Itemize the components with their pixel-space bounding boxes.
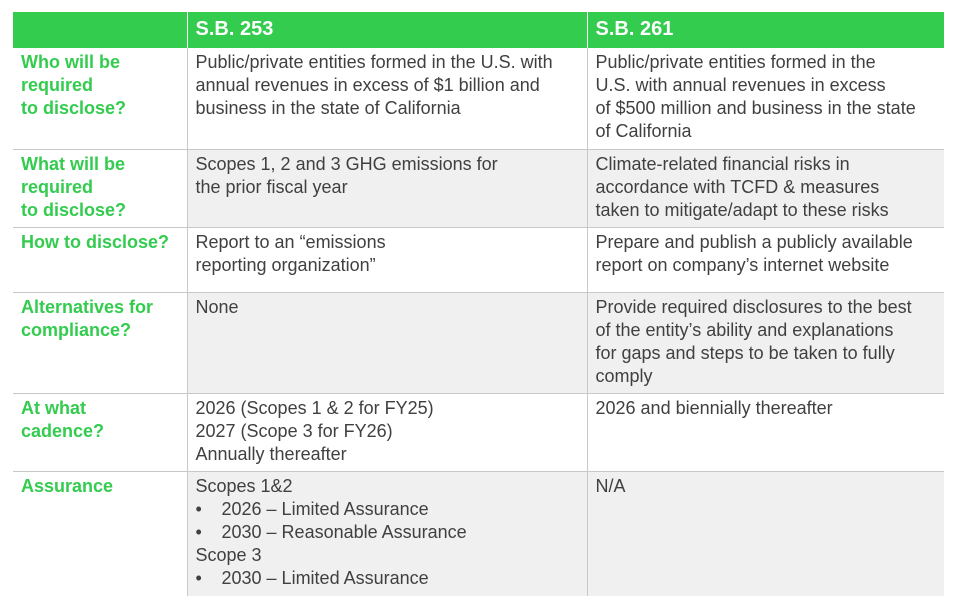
question-text: Assurance xyxy=(21,475,114,496)
question-text: required xyxy=(21,176,94,197)
list-item-text: 2030 – Reasonable Assurance xyxy=(221,521,467,542)
sb261-cell: 2026 and biennially thereafter xyxy=(586,393,944,471)
table-row-who: Who will be required to disclose? Public… xyxy=(13,48,944,149)
sb253-cell: Scopes 1, 2 and 3 GHG emissions for the … xyxy=(186,149,587,227)
table-row-cadence: At what cadence? 2026 (Scopes 1 & 2 for … xyxy=(13,393,944,471)
header-sb261: S.B. 261 xyxy=(586,12,944,48)
table-header-row: S.B. 253 S.B. 261 xyxy=(13,12,944,48)
list-item: • 2026 – Limited Assurance xyxy=(196,498,581,521)
bullet-icon: • xyxy=(195,567,202,588)
cell-text: reporting organization” xyxy=(195,254,376,275)
question-cell: Assurance xyxy=(13,471,187,596)
cell-text: taken to mitigate/adapt to these risks xyxy=(595,199,889,220)
cell-text: Prepare and publish a publicly available xyxy=(595,231,913,252)
cell-text: business in the state of California xyxy=(195,98,461,118)
question-text: At what xyxy=(21,397,86,418)
cell-text: U.S. with annual revenues in excess xyxy=(595,75,886,95)
question-text: Alternatives for xyxy=(21,296,154,317)
question-text: compliance? xyxy=(21,319,132,340)
header-question-cell xyxy=(13,12,187,48)
table-row-alternatives: Alternatives for compliance? None Provid… xyxy=(13,292,944,393)
question-cell: At what cadence? xyxy=(13,393,187,471)
sb253-cell: Report to an “emissions reporting organi… xyxy=(186,227,587,292)
sb261-cell: Public/private entities formed in the U.… xyxy=(586,48,944,149)
cell-text: Scopes 1, 2 and 3 GHG emissions for xyxy=(195,153,498,174)
cell-text: N/A xyxy=(595,475,626,496)
sb261-cell: Prepare and publish a publicly available… xyxy=(586,227,944,292)
question-text: How to disclose? xyxy=(21,231,170,252)
question-text: required xyxy=(21,75,94,95)
cell-text: 2027 (Scope 3 for FY26) xyxy=(195,420,393,441)
cell-text: annual revenues in excess of $1 billion … xyxy=(195,75,540,95)
assurance-group-label: Scope 3 xyxy=(195,544,262,565)
question-text: to disclose? xyxy=(21,98,127,118)
cell-text: the prior fiscal year xyxy=(195,176,348,197)
sb253-cell: None xyxy=(186,292,587,393)
sb261-cell: N/A xyxy=(586,471,944,596)
question-cell: Who will be required to disclose? xyxy=(13,48,187,149)
cell-text: Annually thereafter xyxy=(195,443,347,464)
question-cell: What will be required to disclose? xyxy=(13,149,187,227)
table-row-how: How to disclose? Report to an “emissions… xyxy=(13,227,944,292)
cell-text: accordance with TCFD & measures xyxy=(595,176,880,197)
cell-text: of $500 million and business in the stat… xyxy=(595,98,916,118)
sb253-cell: Scopes 1&2 • 2026 – Limited Assurance • 20… xyxy=(186,471,587,596)
cell-text: report on company’s internet website xyxy=(595,254,890,275)
list-item: • 2030 – Reasonable Assurance xyxy=(196,521,581,544)
cell-text: of California xyxy=(595,121,692,141)
table-row-assurance: Assurance Scopes 1&2 • 2026 – Limited Ass… xyxy=(13,471,944,596)
header-sb253: S.B. 253 xyxy=(186,12,587,48)
cell-text: for gaps and steps to be taken to fully xyxy=(595,342,895,363)
cell-text: Public/private entities formed in the U.… xyxy=(195,52,553,72)
question-cell: Alternatives for compliance? xyxy=(13,292,187,393)
question-text: cadence? xyxy=(21,420,105,441)
bullet-icon: • xyxy=(195,521,202,542)
sb253-cell: 2026 (Scopes 1 & 2 for FY25) 2027 (Scope… xyxy=(186,393,587,471)
sb253-cell: Public/private entities formed in the U.… xyxy=(186,48,587,149)
sb261-cell: Climate-related financial risks in accor… xyxy=(586,149,944,227)
cell-text: comply xyxy=(595,365,653,386)
sb261-cell: Provide required disclosures to the best… xyxy=(586,292,944,393)
cell-text: 2026 and biennially thereafter xyxy=(595,397,833,418)
cell-text: of the entity’s ability and explanations xyxy=(595,319,894,340)
question-text: to disclose? xyxy=(21,199,127,220)
list-item-text: 2030 – Limited Assurance xyxy=(221,567,429,588)
list-item: • 2030 – Limited Assurance xyxy=(196,567,581,590)
cell-text: None xyxy=(195,296,239,317)
list-item-text: 2026 – Limited Assurance xyxy=(221,498,429,519)
question-text: Who will be xyxy=(21,52,120,72)
cell-text: Climate-related financial risks in xyxy=(595,153,850,174)
cell-text: Public/private entities formed in the xyxy=(595,52,876,72)
assurance-group-label: Scopes 1&2 xyxy=(195,475,293,496)
comparison-table: S.B. 253 S.B. 261 Who will be required t… xyxy=(13,12,944,596)
table-row-what: What will be required to disclose? Scope… xyxy=(13,149,944,227)
cell-text: Report to an “emissions xyxy=(195,231,386,252)
question-cell: How to disclose? xyxy=(13,227,187,292)
cell-text: Provide required disclosures to the best xyxy=(595,296,912,317)
bullet-icon: • xyxy=(195,498,202,519)
cell-text: 2026 (Scopes 1 & 2 for FY25) xyxy=(195,397,434,418)
question-text: What will be xyxy=(21,153,126,174)
